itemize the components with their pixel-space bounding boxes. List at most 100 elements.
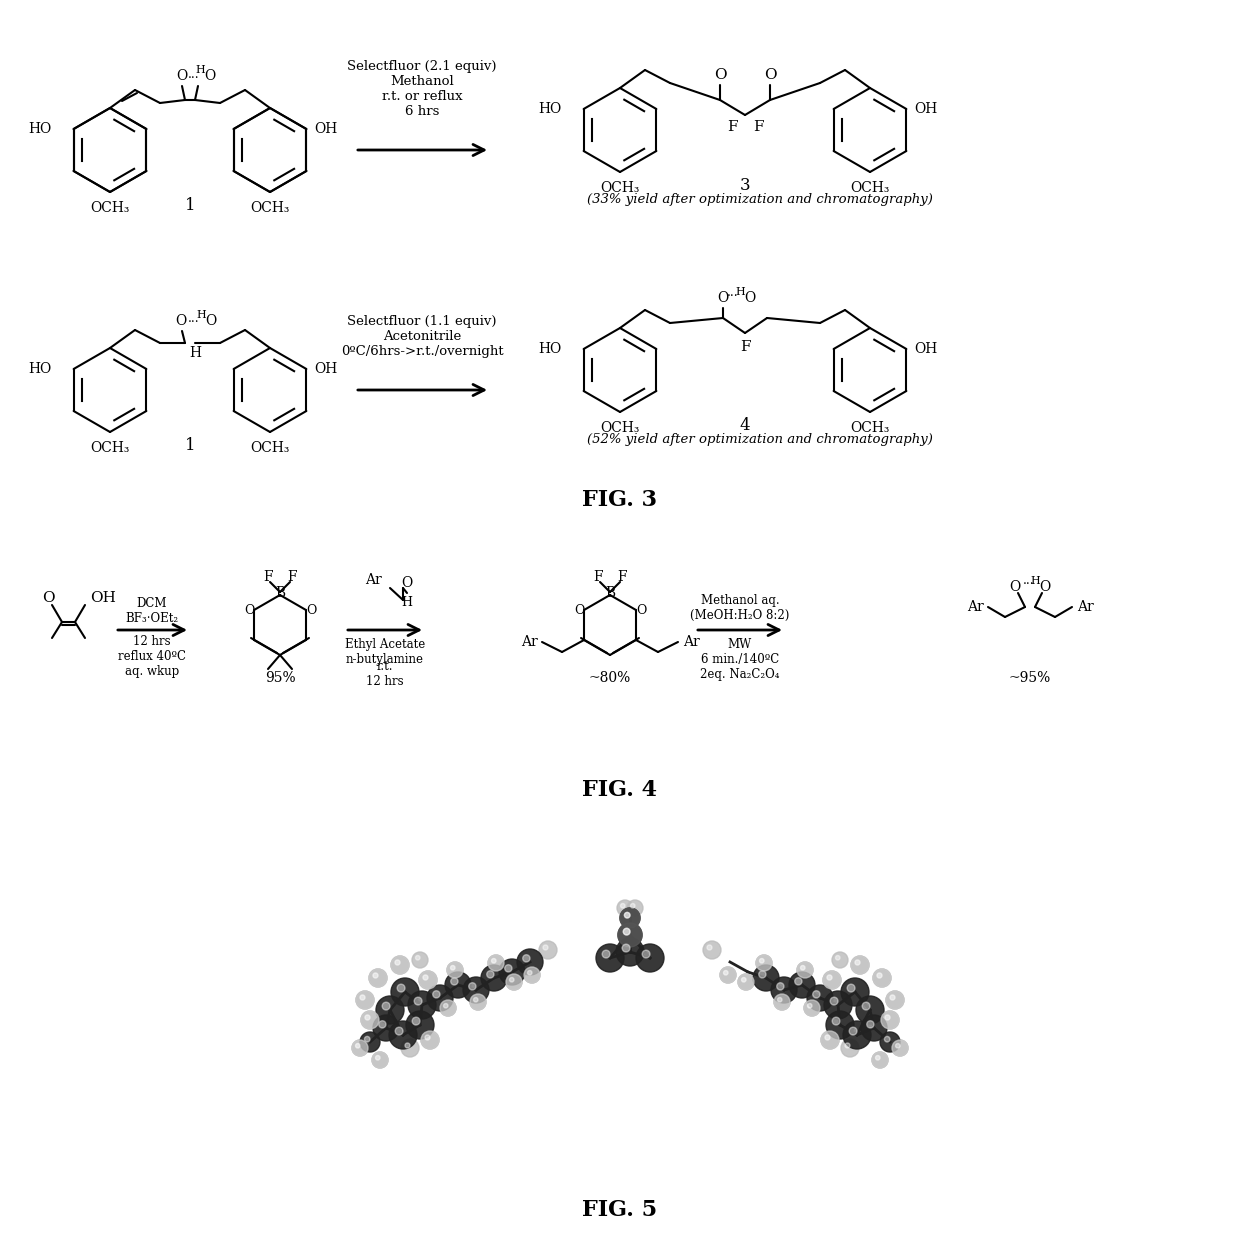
Text: O: O: [718, 291, 729, 305]
Circle shape: [444, 1004, 448, 1008]
Circle shape: [356, 1044, 360, 1048]
Circle shape: [742, 978, 746, 982]
Circle shape: [446, 962, 463, 978]
Text: OCH₃: OCH₃: [91, 441, 130, 455]
Circle shape: [885, 1015, 890, 1020]
Circle shape: [474, 998, 477, 1002]
Text: HO: HO: [29, 122, 52, 136]
Circle shape: [880, 1032, 900, 1052]
Text: 95%: 95%: [264, 671, 295, 685]
Text: O: O: [206, 314, 217, 328]
Circle shape: [625, 912, 630, 918]
Text: O: O: [402, 576, 413, 590]
Circle shape: [872, 1052, 888, 1068]
Circle shape: [474, 998, 477, 1002]
Text: H: H: [196, 310, 206, 320]
Text: OH: OH: [91, 591, 115, 605]
Circle shape: [825, 1035, 830, 1040]
Circle shape: [851, 956, 869, 974]
Circle shape: [843, 1021, 870, 1049]
Text: O: O: [574, 604, 584, 616]
Circle shape: [823, 971, 841, 989]
Circle shape: [872, 1052, 888, 1068]
Circle shape: [525, 968, 539, 982]
Circle shape: [505, 965, 512, 972]
Circle shape: [401, 1039, 419, 1058]
Circle shape: [847, 984, 856, 992]
Circle shape: [506, 974, 522, 990]
Circle shape: [759, 971, 766, 978]
Circle shape: [618, 900, 632, 916]
Circle shape: [419, 971, 436, 989]
Circle shape: [356, 991, 374, 1009]
Circle shape: [450, 965, 455, 970]
Circle shape: [365, 1015, 370, 1020]
Circle shape: [823, 971, 841, 989]
Text: Ar: Ar: [365, 572, 382, 588]
Circle shape: [720, 968, 737, 982]
Text: Methanol aq.
(MeOH:H₂O 8:2): Methanol aq. (MeOH:H₂O 8:2): [691, 594, 790, 622]
Circle shape: [873, 969, 892, 988]
Circle shape: [523, 955, 529, 962]
Text: H: H: [402, 595, 413, 609]
Circle shape: [603, 950, 610, 958]
Circle shape: [396, 960, 401, 965]
Text: r.t.
12 hrs: r.t. 12 hrs: [366, 660, 404, 688]
Circle shape: [425, 1035, 430, 1040]
Circle shape: [352, 1040, 368, 1056]
Circle shape: [760, 959, 764, 962]
Circle shape: [412, 1017, 420, 1025]
Text: ···: ···: [188, 71, 200, 85]
Text: FIG. 3: FIG. 3: [583, 489, 657, 511]
Circle shape: [849, 1028, 857, 1035]
Circle shape: [376, 1055, 379, 1060]
Circle shape: [873, 969, 892, 988]
Circle shape: [884, 1036, 890, 1042]
Text: O: O: [42, 591, 55, 605]
Circle shape: [491, 959, 496, 962]
Circle shape: [720, 968, 737, 982]
Circle shape: [827, 975, 832, 980]
Text: O: O: [244, 604, 254, 616]
Circle shape: [360, 995, 365, 1000]
Circle shape: [356, 991, 374, 1009]
Circle shape: [777, 998, 782, 1002]
Circle shape: [527, 970, 532, 975]
Circle shape: [807, 1004, 812, 1008]
Text: (33% yield after optimization and chromatography): (33% yield after optimization and chroma…: [587, 194, 932, 206]
Circle shape: [450, 978, 458, 985]
Circle shape: [405, 1011, 434, 1039]
Circle shape: [856, 996, 884, 1024]
Circle shape: [771, 978, 797, 1002]
Circle shape: [875, 1055, 880, 1060]
Circle shape: [463, 978, 489, 1002]
Circle shape: [854, 960, 861, 965]
Text: F: F: [618, 570, 626, 584]
Circle shape: [510, 978, 515, 982]
Circle shape: [723, 970, 728, 975]
Circle shape: [625, 912, 630, 918]
Circle shape: [370, 969, 387, 988]
Text: O: O: [764, 68, 776, 82]
Circle shape: [827, 975, 832, 980]
Text: OCH₃: OCH₃: [851, 421, 889, 435]
Circle shape: [642, 950, 650, 958]
Circle shape: [481, 965, 507, 991]
Circle shape: [596, 944, 624, 972]
Circle shape: [616, 938, 644, 966]
Circle shape: [491, 959, 496, 962]
Circle shape: [795, 978, 802, 985]
Circle shape: [373, 972, 378, 978]
Circle shape: [756, 955, 773, 971]
Text: Ar: Ar: [682, 635, 699, 649]
Circle shape: [620, 908, 640, 928]
Circle shape: [391, 956, 409, 974]
Circle shape: [470, 994, 486, 1010]
Circle shape: [361, 1011, 379, 1029]
Text: O: O: [714, 68, 727, 82]
Text: ···: ···: [727, 290, 739, 302]
Circle shape: [445, 972, 471, 998]
Circle shape: [360, 995, 365, 1000]
Circle shape: [440, 1000, 456, 1016]
Text: (52% yield after optimization and chromatography): (52% yield after optimization and chroma…: [587, 434, 932, 446]
